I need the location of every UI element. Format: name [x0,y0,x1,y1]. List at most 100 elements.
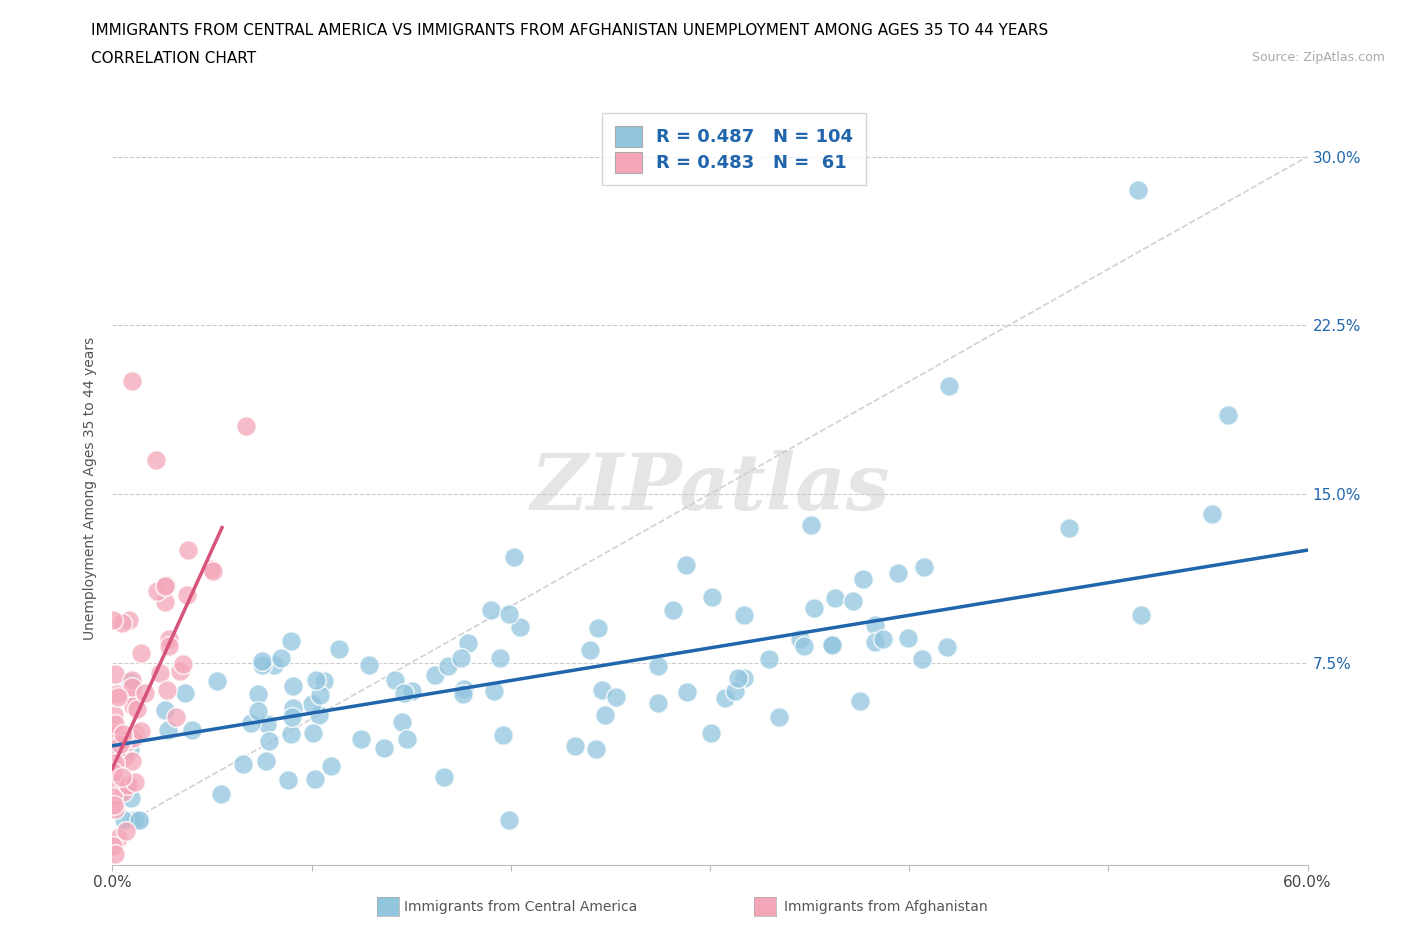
Point [104,846,127,861]
Point [314,673,336,688]
Point [254,754,277,769]
Point [111,733,134,748]
Point [246,704,269,719]
Point [108,733,131,748]
Point [938,379,960,393]
Point [200,562,222,577]
Point [789,631,811,646]
Point [104,716,127,731]
Point [433,770,456,785]
Point [800,517,823,532]
Point [277,772,299,787]
Point [887,565,910,580]
Point [768,710,790,724]
Point [1201,507,1223,522]
Point [103,666,125,681]
Point [257,734,280,749]
Point [239,715,262,730]
Point [111,729,134,744]
Point [104,755,127,770]
Point [121,680,143,695]
Point [647,659,669,674]
Point [395,732,418,747]
Y-axis label: Unemployment Among Ages 35 to 44 years: Unemployment Among Ages 35 to 44 years [83,337,97,640]
Point [263,658,285,672]
Point [121,672,143,687]
Point [281,710,304,724]
Point [121,753,143,768]
Point [350,732,373,747]
Point [593,708,616,723]
Point [714,691,737,706]
Point [107,690,129,705]
Point [120,790,142,805]
Point [391,714,413,729]
Point [453,682,475,697]
Point [174,685,197,700]
Point [103,708,125,723]
Point [176,587,198,602]
Point [308,707,330,722]
Point [1216,407,1239,422]
Point [479,603,502,618]
Point [209,787,232,802]
Point [675,684,697,699]
Point [177,542,200,557]
Point [605,690,627,705]
Text: Immigrants from Central America: Immigrants from Central America [404,899,637,914]
Point [724,684,747,698]
Point [912,559,935,574]
Point [758,651,780,666]
Point [155,595,177,610]
Point [301,725,323,740]
Point [121,813,143,828]
Point [492,727,515,742]
Point [121,698,143,713]
Point [118,613,141,628]
Point [145,453,167,468]
Point [585,742,607,757]
Point [588,620,610,635]
Point [117,777,139,792]
Point [105,687,128,702]
Point [1130,607,1153,622]
Point [146,583,169,598]
Point [121,690,143,705]
Point [280,634,302,649]
Point [451,687,474,702]
Text: Source: ZipAtlas.com: Source: ZipAtlas.com [1251,51,1385,64]
Point [107,726,129,741]
Point [107,831,129,846]
Point [401,684,423,698]
Point [384,672,406,687]
Text: ZIPatlas: ZIPatlas [530,450,890,526]
Point [820,638,842,653]
Point [205,673,228,688]
Point [252,653,274,668]
Point [842,593,865,608]
Point [281,701,304,716]
Point [911,651,934,666]
Point [936,640,959,655]
Point [503,550,526,565]
Point [578,643,600,658]
Point [121,374,143,389]
Point [101,790,124,804]
Point [112,785,135,800]
Point [509,619,531,634]
Point [103,728,125,743]
Point [872,631,894,646]
Point [1057,520,1080,535]
Point [104,801,127,816]
Point [256,716,278,731]
Point [488,650,510,665]
Legend: R = 0.487   N = 104, R = 0.483   N =  61: R = 0.487 N = 104, R = 0.483 N = 61 [602,113,866,185]
Point [852,571,875,586]
Point [153,578,176,593]
Point [131,645,153,660]
Point [134,685,156,700]
Point [124,775,146,790]
Point [647,696,669,711]
Point [733,671,755,685]
Point [111,616,134,631]
